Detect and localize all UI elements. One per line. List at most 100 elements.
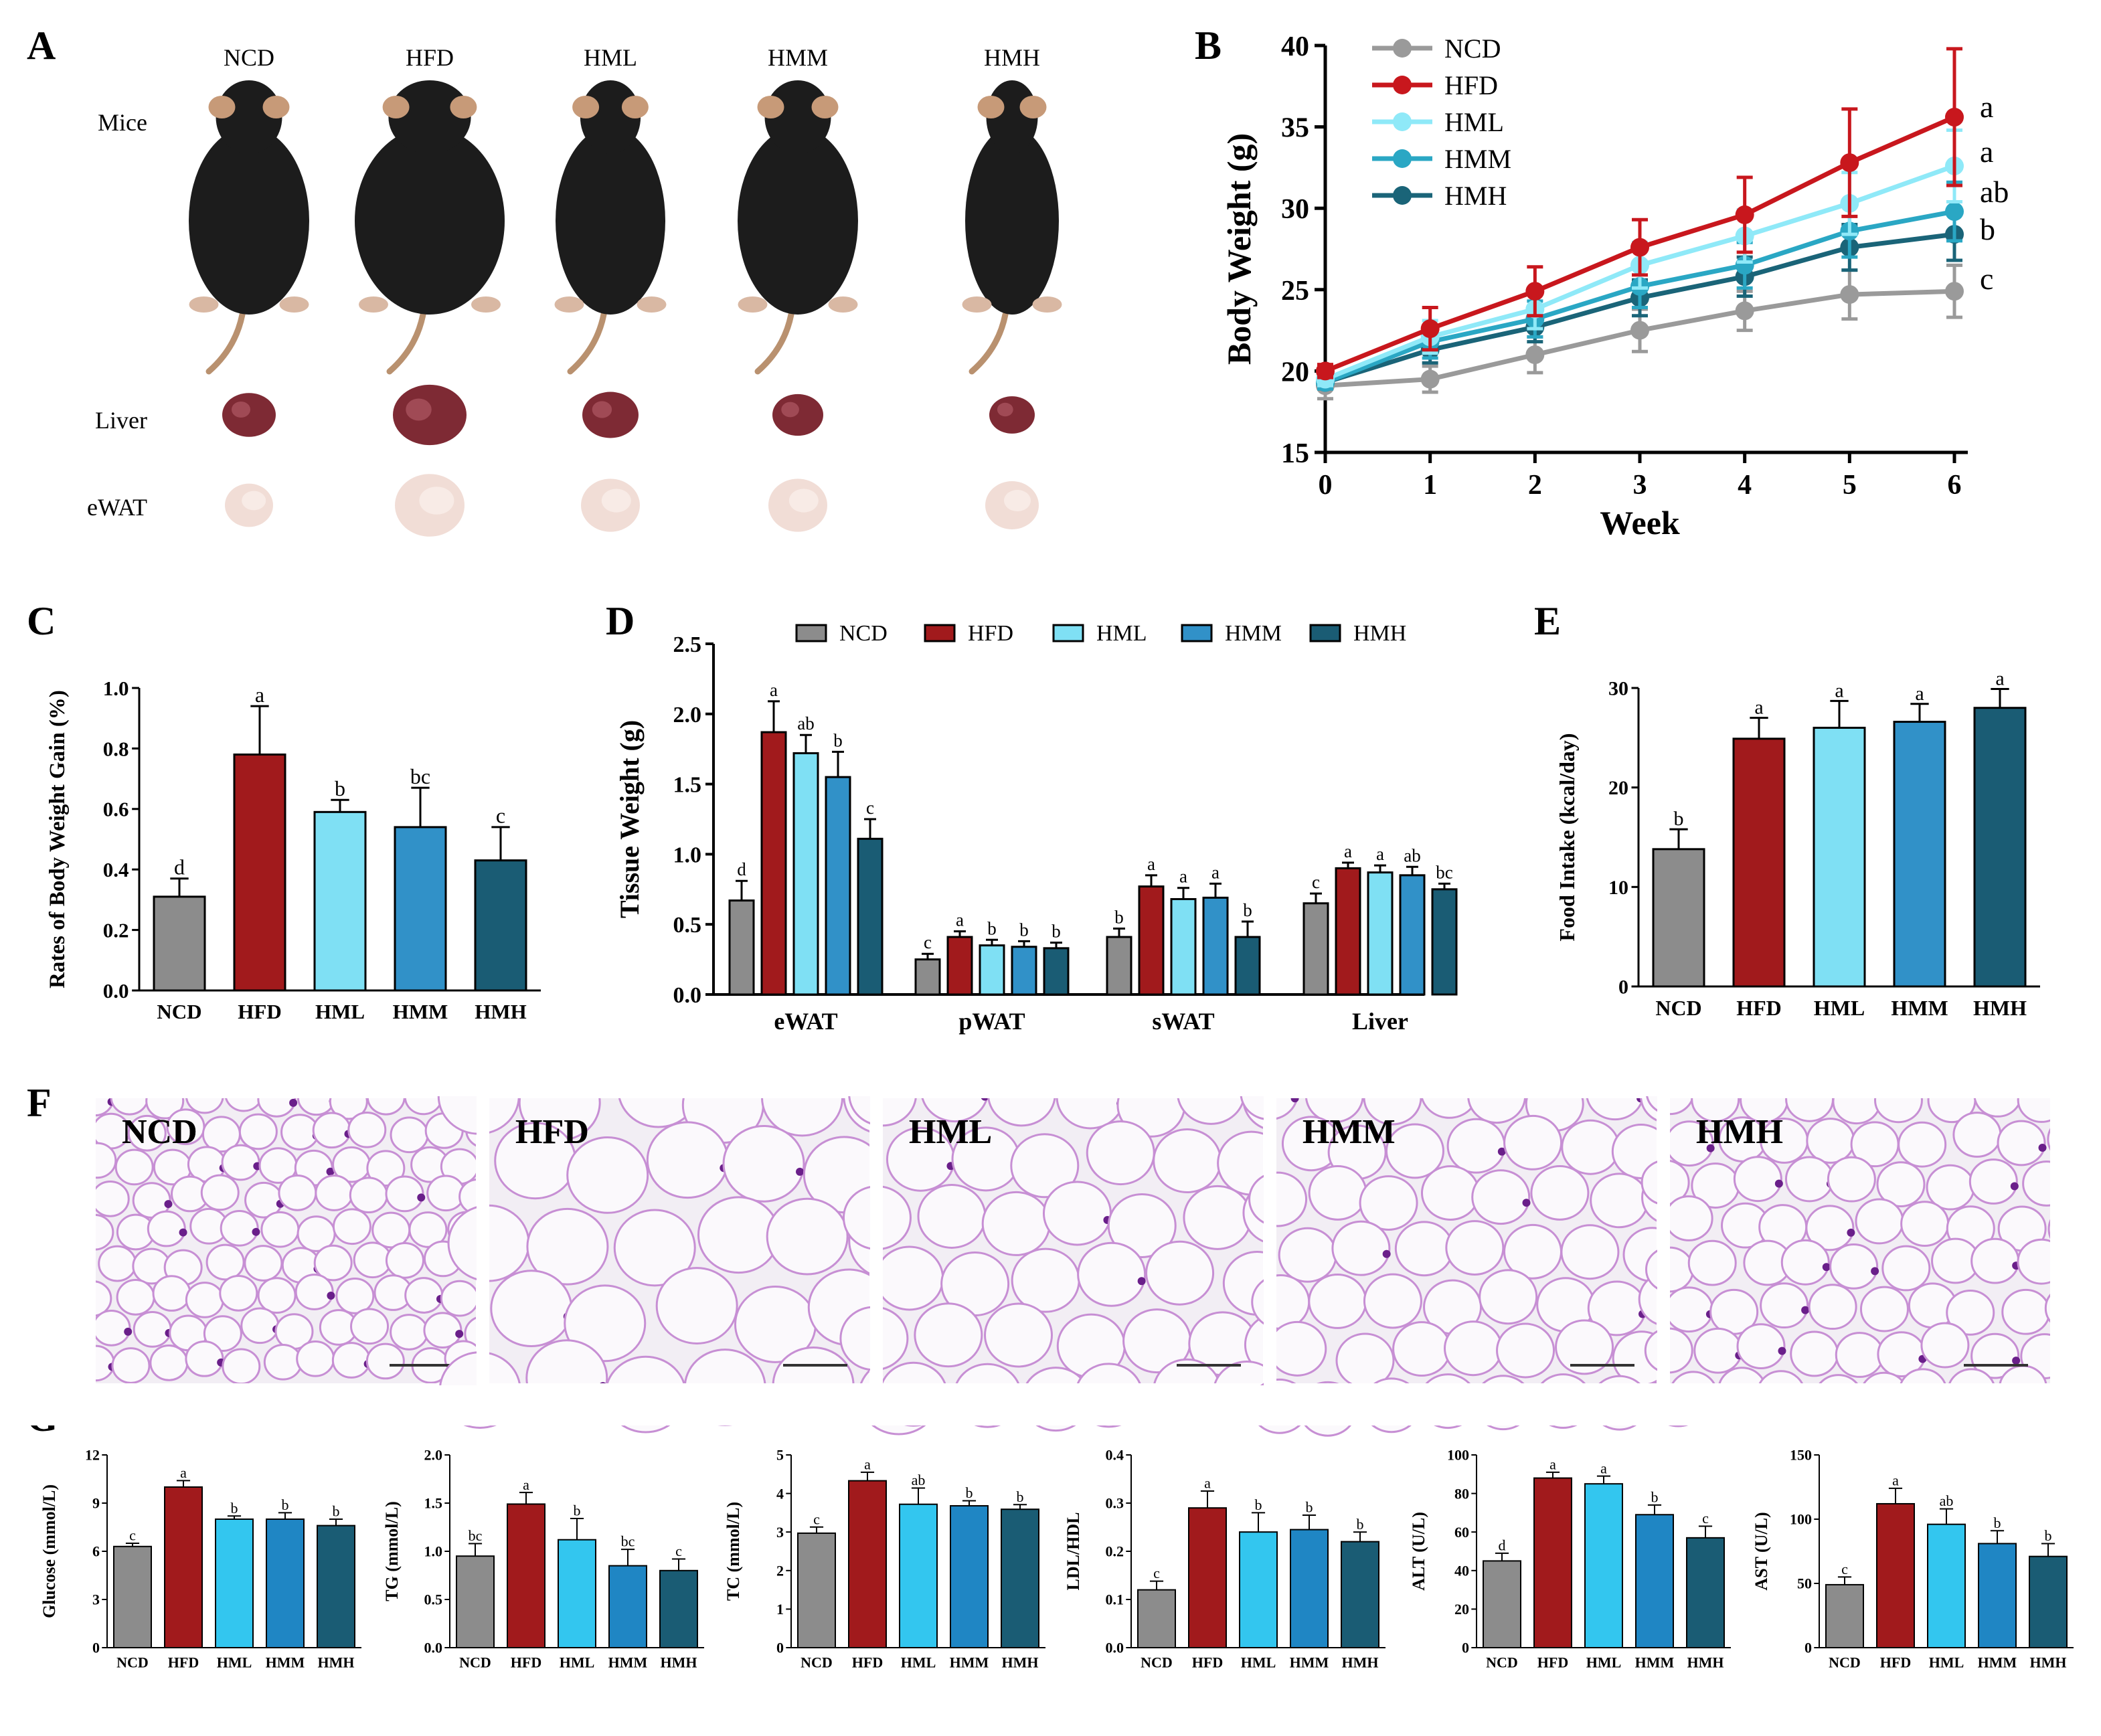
adipocyte: [1077, 1241, 1147, 1307]
mouse-tail: [386, 311, 426, 375]
legend-label-hmm: HMM: [1225, 621, 1282, 646]
serum-chart-g5: 0 20 40 60 80 100 d NCD a HFD a HML b HMM c HMH ALT (U/L…: [1409, 1447, 1731, 1671]
mouse-paw: [738, 296, 768, 313]
mouse-ear: [977, 96, 1005, 118]
adipocyte: [1086, 1120, 1155, 1186]
significance-letter: a: [1204, 1475, 1211, 1492]
bar-ncd: [1137, 1589, 1176, 1649]
y-tick-label: 0.5: [673, 913, 702, 938]
x-tick-label: NCD: [116, 1654, 149, 1671]
y-tick-label: 25: [1281, 276, 1309, 307]
mouse-head: [216, 80, 282, 154]
adipocyte: [200, 1174, 240, 1211]
bar-hmm: [394, 826, 447, 992]
y-tick-label: 20: [1454, 1601, 1469, 1618]
mouse-body: [189, 127, 309, 315]
y-tick-label: 20: [1281, 357, 1309, 387]
adipocyte: [114, 1148, 154, 1186]
x-tick-label: 4: [1738, 470, 1752, 501]
adipocyte: [111, 1347, 151, 1384]
y-tick-label: 0.0: [673, 983, 702, 1008]
adipocyte: [1010, 1133, 1080, 1199]
y-tick-label: 40: [1454, 1563, 1469, 1579]
y-tick-label: 4: [776, 1485, 784, 1502]
nucleus: [1871, 1267, 1879, 1276]
adipocyte: [1331, 1220, 1391, 1276]
bar-hmh-ewat: [857, 837, 884, 996]
mouse-head: [388, 80, 471, 154]
y-axis-title: Food Intake (kcal/day): [1555, 733, 1579, 941]
adipocyte: [1805, 1205, 1855, 1251]
adipocyte: [1145, 1240, 1215, 1306]
bar-hfd: [1533, 1477, 1572, 1649]
mouse-body: [355, 127, 505, 315]
bar-hfd: [507, 1503, 545, 1648]
adipocyte: [222, 1348, 261, 1385]
bar-hfd-liver: [1335, 867, 1361, 996]
row-label-liver: Liver: [95, 407, 147, 434]
adipocyte: [646, 1121, 729, 1199]
adipocyte: [1363, 1273, 1422, 1329]
adipocyte: [1970, 1332, 2020, 1379]
bar-hfd: [164, 1486, 203, 1648]
adipocyte: [1806, 1118, 1855, 1164]
adipocyte: [1560, 1224, 1620, 1280]
bar-hml: [313, 810, 367, 992]
histology-label-hml: HML: [909, 1113, 992, 1151]
y-tick-label: 0: [1462, 1640, 1469, 1656]
liver-highlight: [997, 402, 1013, 417]
y-tick-label: 0: [1804, 1640, 1812, 1656]
nucleus: [326, 1167, 335, 1176]
adipocyte: [564, 1284, 647, 1363]
significance-letter: b: [1651, 1488, 1659, 1505]
significance-letter: d: [174, 855, 185, 879]
significance-letter: b: [1052, 921, 1061, 941]
mouse-ear: [811, 96, 839, 118]
adipocyte: [366, 1150, 406, 1187]
significance-letter: b: [1674, 808, 1684, 830]
adipocyte: [385, 1175, 424, 1213]
panel-label-a: A: [27, 23, 56, 68]
adipocyte: [1855, 1198, 1904, 1245]
x-tick-label: HML: [1929, 1654, 1964, 1671]
bar-ncd: [1483, 1560, 1521, 1648]
legend-label-hmh: HMH: [1444, 181, 1507, 211]
x-tick-label: HMH: [475, 1000, 527, 1023]
y-axis-title: ALT (U/L): [1409, 1512, 1428, 1591]
adipocyte: [90, 1180, 130, 1217]
y-axis-title: Tissue Weight (g): [614, 720, 645, 918]
bar-hfd: [1188, 1507, 1227, 1648]
histology-label-hfd: HFD: [515, 1113, 589, 1151]
adipocyte: [1392, 1321, 1452, 1377]
mouse-ear: [757, 96, 784, 118]
significance-letter: a: [1211, 862, 1220, 882]
mask: [1657, 1044, 1669, 1392]
bar-hmh: [317, 1525, 355, 1649]
y-tick-label: 1: [776, 1601, 784, 1618]
significance-letter: ab: [797, 713, 814, 733]
y-tick-label: 50: [1797, 1575, 1812, 1592]
x-tick-label: HFD: [168, 1654, 199, 1671]
bar-hmm: [266, 1518, 305, 1648]
ewat-highlight: [601, 489, 631, 513]
significance-letter: c: [1312, 872, 1320, 892]
significance-letter: c: [675, 1543, 682, 1559]
y-tick-label: 0.6: [103, 798, 129, 821]
significance-letter: c: [866, 798, 874, 818]
adipocyte: [1590, 1173, 1649, 1229]
y-tick-label: 15: [1281, 438, 1309, 469]
significance-letter: a: [1600, 1460, 1607, 1476]
adipocyte: [1733, 1156, 1782, 1203]
x-tick-label: pWAT: [958, 1008, 1025, 1035]
adipocyte: [1664, 1195, 1713, 1241]
adipocyte: [313, 1244, 353, 1282]
adipocyte: [1968, 1158, 2018, 1205]
legend-label-hfd: HFD: [1444, 70, 1498, 100]
x-tick-label: HMM: [393, 1000, 448, 1023]
mouse-head: [580, 80, 641, 154]
adipocyte: [1042, 1181, 1112, 1246]
significance-letter: b: [833, 730, 843, 750]
y-tick-label: 12: [85, 1447, 100, 1464]
bar-hmm: [1978, 1543, 2017, 1648]
adipocyte: [1251, 1274, 1311, 1330]
